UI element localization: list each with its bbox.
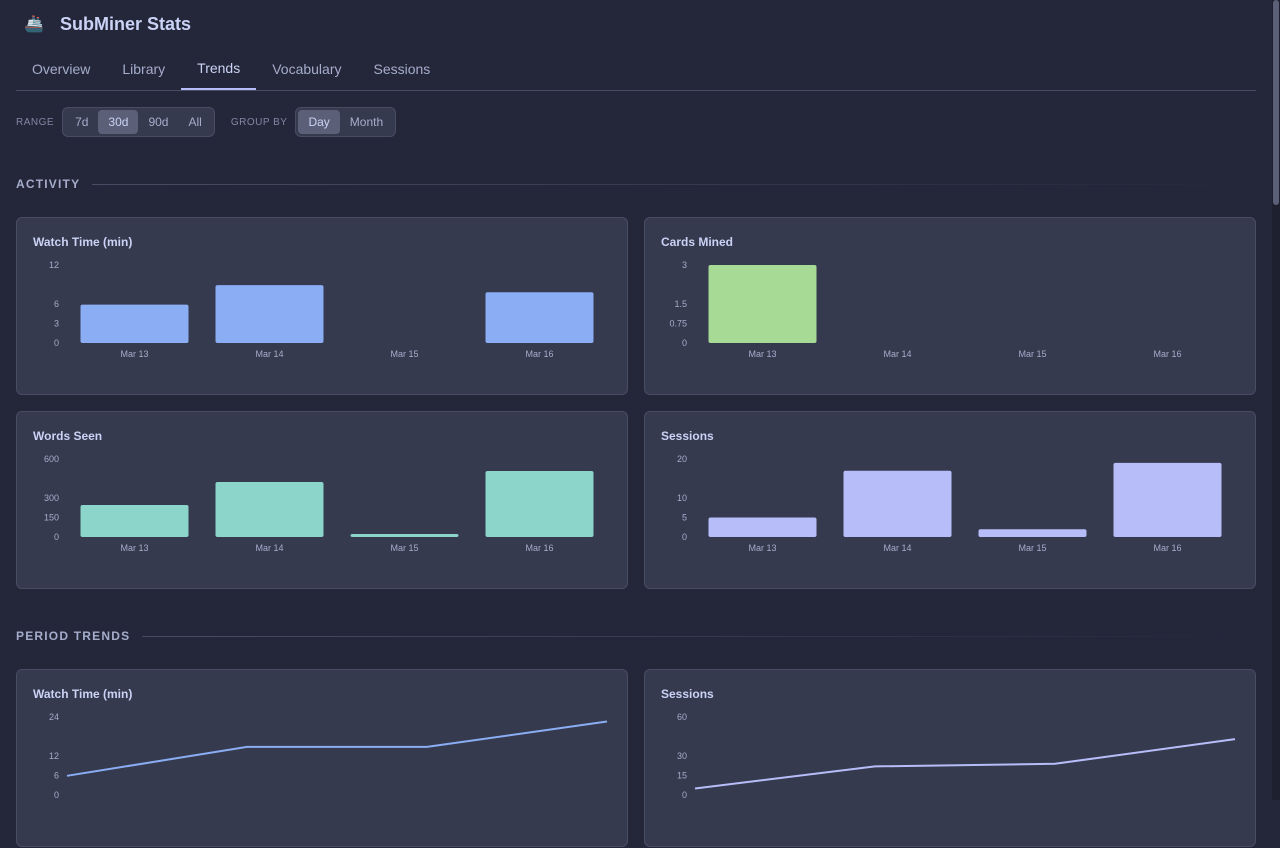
y-tick-label: 5 bbox=[682, 513, 687, 523]
header: 🚢 SubMiner Stats bbox=[24, 14, 191, 35]
y-tick-label: 3 bbox=[682, 260, 687, 270]
x-tick-label: Mar 14 bbox=[883, 543, 911, 553]
tab-trends[interactable]: Trends bbox=[181, 50, 256, 90]
bar[interactable] bbox=[81, 505, 189, 537]
y-tick-label: 6 bbox=[54, 299, 59, 309]
y-tick-label: 20 bbox=[677, 454, 687, 464]
y-tick-label: 60 bbox=[677, 712, 687, 722]
y-tick-label: 15 bbox=[677, 771, 687, 781]
bar[interactable] bbox=[216, 285, 324, 343]
bar[interactable] bbox=[81, 305, 189, 343]
bar[interactable] bbox=[709, 265, 817, 343]
x-tick-label: Mar 16 bbox=[525, 543, 553, 553]
x-tick-label: Mar 16 bbox=[525, 349, 553, 359]
range-30d-button[interactable]: 30d bbox=[98, 110, 138, 134]
y-tick-label: 0 bbox=[54, 790, 59, 800]
filters: RANGE 7d 30d 90d All GROUP BY Day Month bbox=[16, 107, 412, 137]
series-line bbox=[695, 739, 1235, 788]
y-tick-label: 3 bbox=[54, 319, 59, 329]
x-tick-label: Mar 16 bbox=[1153, 543, 1181, 553]
range-7d-button[interactable]: 7d bbox=[65, 110, 98, 134]
bar[interactable] bbox=[351, 534, 459, 537]
range-label: RANGE bbox=[16, 117, 54, 128]
bar[interactable] bbox=[486, 292, 594, 343]
tab-bar: Overview Library Trends Vocabulary Sessi… bbox=[16, 50, 1256, 91]
tab-vocabulary[interactable]: Vocabulary bbox=[256, 50, 357, 90]
bar[interactable] bbox=[216, 482, 324, 537]
group-by-selector: Day Month bbox=[295, 107, 396, 137]
activity-section-header: ACTIVITY bbox=[16, 177, 1256, 191]
divider bbox=[142, 636, 1256, 637]
y-tick-label: 0.75 bbox=[669, 319, 687, 329]
y-tick-label: 1.5 bbox=[674, 299, 687, 309]
range-selector: 7d 30d 90d All bbox=[62, 107, 215, 137]
range-90d-button[interactable]: 90d bbox=[138, 110, 178, 134]
x-tick-label: Mar 13 bbox=[120, 349, 148, 359]
y-tick-label: 0 bbox=[682, 532, 687, 542]
chart-words: 0 150 300 600 Mar 13 Mar 14 Mar 15 Mar 16 bbox=[17, 412, 629, 590]
activity-title: ACTIVITY bbox=[16, 177, 80, 191]
x-tick-label: Mar 13 bbox=[748, 349, 776, 359]
scrollbar-thumb[interactable] bbox=[1273, 0, 1279, 205]
x-tick-label: Mar 15 bbox=[390, 543, 418, 553]
y-tick-label: 12 bbox=[49, 260, 59, 270]
group-day-button[interactable]: Day bbox=[298, 110, 339, 134]
y-tick-label: 0 bbox=[682, 338, 687, 348]
chart-psessions: 0 15 30 60 bbox=[645, 670, 1257, 848]
x-tick-label: Mar 14 bbox=[883, 349, 911, 359]
tab-library[interactable]: Library bbox=[106, 50, 181, 90]
submarine-icon: 🚢 bbox=[24, 15, 44, 35]
period-trends-title: PERIOD TRENDS bbox=[16, 629, 130, 643]
app-title: SubMiner Stats bbox=[60, 14, 191, 35]
x-tick-label: Mar 13 bbox=[748, 543, 776, 553]
y-tick-label: 0 bbox=[54, 532, 59, 542]
series-line bbox=[67, 722, 607, 776]
y-tick-label: 150 bbox=[44, 513, 59, 523]
group-by-label: GROUP BY bbox=[231, 117, 288, 128]
x-tick-label: Mar 16 bbox=[1153, 349, 1181, 359]
y-tick-label: 0 bbox=[54, 338, 59, 348]
y-tick-label: 300 bbox=[44, 493, 59, 503]
chart-sessions: 0 5 10 20 Mar 13 Mar 14 Mar 15 Mar 16 bbox=[645, 412, 1257, 590]
y-tick-label: 0 bbox=[682, 790, 687, 800]
x-tick-label: Mar 15 bbox=[1018, 543, 1046, 553]
x-tick-label: Mar 14 bbox=[255, 543, 283, 553]
y-tick-label: 12 bbox=[49, 751, 59, 761]
range-all-button[interactable]: All bbox=[178, 110, 211, 134]
chart-pwatch: 0 6 12 24 bbox=[17, 670, 629, 848]
period-trends-section-header: PERIOD TRENDS bbox=[16, 629, 1256, 643]
divider bbox=[92, 184, 1256, 185]
x-tick-label: Mar 15 bbox=[1018, 349, 1046, 359]
chart-watch: 0 3 6 12 Mar 13 Mar 14 Mar 15 Mar 16 bbox=[17, 218, 629, 396]
y-tick-label: 30 bbox=[677, 751, 687, 761]
scrollbar[interactable] bbox=[1272, 0, 1280, 800]
bar[interactable] bbox=[1114, 463, 1222, 537]
y-tick-label: 6 bbox=[54, 771, 59, 781]
group-month-button[interactable]: Month bbox=[340, 110, 393, 134]
y-tick-label: 24 bbox=[49, 712, 59, 722]
x-tick-label: Mar 15 bbox=[390, 349, 418, 359]
x-tick-label: Mar 14 bbox=[255, 349, 283, 359]
tab-overview[interactable]: Overview bbox=[16, 50, 106, 90]
tab-sessions[interactable]: Sessions bbox=[358, 50, 447, 90]
y-tick-label: 600 bbox=[44, 454, 59, 464]
chart-cards: 0 0.75 1.5 3 Mar 13 Mar 14 Mar 15 Mar 16 bbox=[645, 218, 1257, 396]
y-tick-label: 10 bbox=[677, 493, 687, 503]
bar[interactable] bbox=[844, 471, 952, 537]
bar[interactable] bbox=[486, 471, 594, 537]
bar[interactable] bbox=[979, 529, 1087, 537]
bar[interactable] bbox=[709, 518, 817, 538]
x-tick-label: Mar 13 bbox=[120, 543, 148, 553]
page: 🚢 SubMiner Stats Overview Library Trends… bbox=[0, 0, 1272, 800]
